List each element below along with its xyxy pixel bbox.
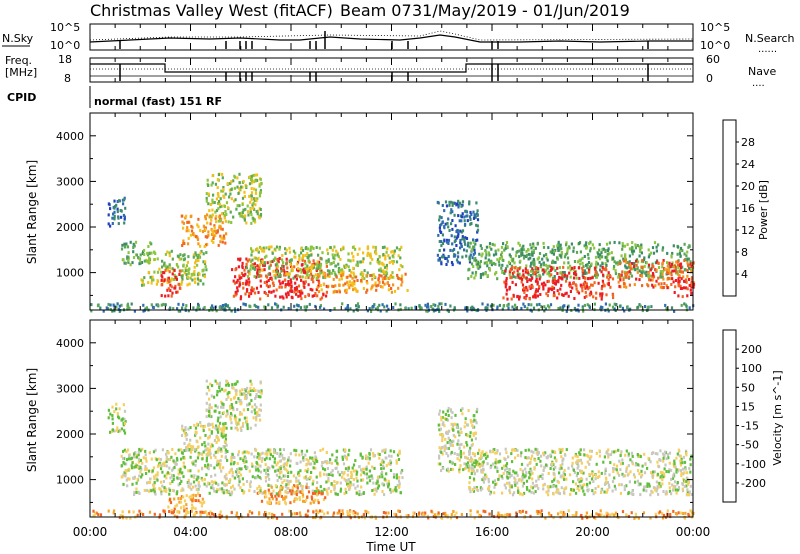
nsearch-tick-high: 10^5 xyxy=(700,21,730,34)
power-ytick-label: 3000 xyxy=(56,175,84,188)
nsearch-tick-low: 10^0 xyxy=(700,39,730,52)
velocity-region xyxy=(466,447,693,497)
power-region xyxy=(231,256,328,301)
velocity-region xyxy=(256,484,329,506)
power-ylabel: Slant Range [km] xyxy=(25,160,39,264)
velocity-colorbar-tick-label: -200 xyxy=(741,477,766,490)
x-tick-label: 00:00 xyxy=(73,525,108,539)
power-region xyxy=(205,172,263,225)
title-beam: Beam 07 xyxy=(340,1,412,20)
velocity-y-axis: 1000 2000 3000 4000 xyxy=(56,337,693,503)
power-region xyxy=(316,272,409,294)
power-data xyxy=(90,172,696,313)
velocity-ytick-label: 1000 xyxy=(56,474,84,487)
power-colorbar-tick-label: 4 xyxy=(741,268,748,281)
velocity-ylabel: Slant Range [km] xyxy=(25,368,39,472)
power-region xyxy=(160,268,182,298)
power-colorbar-tick-label: 16 xyxy=(741,202,755,215)
nsearch-trace xyxy=(89,30,694,41)
power-ytick-label: 1000 xyxy=(56,267,84,280)
power-ytick-label: 2000 xyxy=(56,221,84,234)
velocity-colorbar-tick-label: 100 xyxy=(741,362,762,375)
power-region xyxy=(502,265,615,301)
velocity-region xyxy=(167,493,206,515)
power-colorbar-tick-label: 28 xyxy=(741,136,755,149)
velocity-ytick-label: 4000 xyxy=(56,337,84,350)
nsky-label: N.Sky xyxy=(2,32,34,45)
svg-text:....: .... xyxy=(752,78,765,89)
svg-text:......: ...... xyxy=(758,44,777,55)
power-ytick-label: 4000 xyxy=(56,130,84,143)
power-colorbar-label: Power [dB] xyxy=(757,180,770,240)
power-region xyxy=(140,249,208,287)
power-region xyxy=(467,240,693,281)
title-site: Christmas Valley West (fitACF) xyxy=(90,1,333,20)
x-tick-label: 00:00 xyxy=(676,525,711,539)
power-region xyxy=(90,302,695,313)
freq-trace xyxy=(90,63,693,73)
nave-label: Nave xyxy=(748,65,776,78)
power-y-axis: 1000 2000 3000 4000 xyxy=(56,130,693,296)
power-region xyxy=(436,199,480,267)
velocity-colorbar-label: Velocity [m s^-1] xyxy=(771,370,784,465)
power-colorbar-tick-label: 24 xyxy=(741,158,755,171)
x-tick-label: 16:00 xyxy=(475,525,510,539)
x-tick-label: 12:00 xyxy=(374,525,409,539)
freq-label-2: [MHz] xyxy=(5,66,37,79)
nsearch-label: N.Search xyxy=(745,32,795,45)
velocity-region xyxy=(205,379,263,432)
power-region xyxy=(245,245,404,281)
x-tick-label: 20:00 xyxy=(575,525,610,539)
nave-tick-high: 60 xyxy=(706,53,720,66)
power-region xyxy=(673,277,696,299)
power-region xyxy=(180,213,228,248)
power-colorbar-tick-label: 12 xyxy=(741,224,755,237)
power-colorbar: 28 24 20 16 12 8 4 Power [dB] xyxy=(722,119,770,297)
velocity-colorbar-tick-label: -100 xyxy=(741,458,766,471)
cpid-label: CPID xyxy=(7,91,36,104)
x-tick-label: 04:00 xyxy=(173,525,208,539)
nsky-tick-low: 10^0 xyxy=(50,39,80,52)
power-region xyxy=(120,240,153,267)
nsky-tick-high: 10^5 xyxy=(50,21,80,34)
velocity-colorbar-tick-label: -15 xyxy=(741,420,759,433)
freq-tick-low: 8 xyxy=(64,72,71,85)
velocity-region xyxy=(437,406,479,474)
freq-label-1: Freq. xyxy=(5,54,32,67)
x-tick-label: 08:00 xyxy=(274,525,309,539)
velocity-region xyxy=(107,402,127,435)
power-region xyxy=(617,259,695,290)
x-axis-label: Time UT xyxy=(365,540,416,554)
velocity-region xyxy=(120,447,404,497)
velocity-region xyxy=(92,509,695,520)
velocity-ytick-label: 2000 xyxy=(56,428,84,441)
power-region xyxy=(107,196,127,228)
nave-tick-low: 0 xyxy=(706,72,713,85)
x-axis: 00:00 04:00 08:00 12:00 16:00 20:00 00:00 xyxy=(73,24,711,539)
velocity-colorbar-tick-label: -50 xyxy=(741,439,759,452)
freq-tick-high: 18 xyxy=(58,53,72,66)
velocity-panel: 1000 2000 3000 4000 Slant Range [km] xyxy=(25,319,695,520)
title-dates: 31/May/2019 - 01/Jun/2019 xyxy=(412,1,630,20)
power-colorbar-tick-label: 20 xyxy=(741,180,755,193)
velocity-data xyxy=(92,379,695,520)
power-panel: 1000 2000 3000 4000 Slant Range [km] xyxy=(25,112,696,313)
velocity-colorbar-tick-label: 50 xyxy=(741,381,755,394)
velocity-colorbar-tick-label: 200 xyxy=(741,343,762,356)
velocity-ytick-label: 3000 xyxy=(56,382,84,395)
cpid-text: normal (fast) 151 RF xyxy=(94,95,222,108)
velocity-region xyxy=(180,421,228,455)
power-colorbar-tick-label: 8 xyxy=(741,246,748,259)
nsky-trace xyxy=(89,34,693,43)
velocity-colorbar: 200 100 50 15 -15 -50 -100 -200 Velocity [m s^-… xyxy=(722,329,784,503)
velocity-colorbar-tick-label: 15 xyxy=(741,400,755,413)
